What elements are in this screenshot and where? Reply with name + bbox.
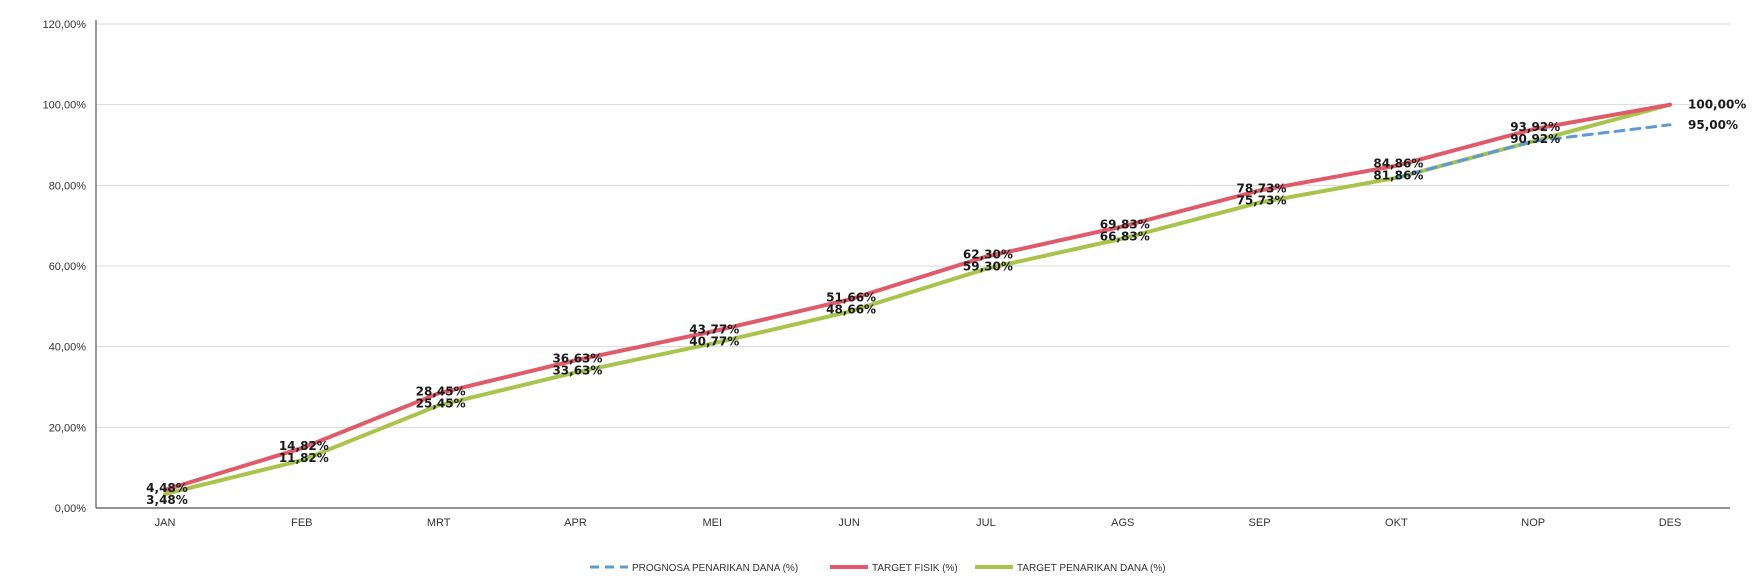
y-tick-label: 20,00% — [49, 422, 87, 434]
x-tick-label: MRT — [427, 517, 451, 529]
data-label-layer: 4,48% 14,82% 28,45% 36,63% 43,77% 51,66% 62,30… — [146, 98, 1746, 507]
legend-label-prognosa-penarikan-dana: PROGNOSA PENARIKAN DANA (%) — [632, 563, 798, 574]
x-tick-label: DES — [1659, 517, 1682, 529]
data-label-target-fisik: 36,63% — [552, 351, 602, 365]
series-layer — [163, 102, 1672, 496]
x-tick-label: JAN — [155, 517, 176, 529]
data-label-target-fisik: 28,45% — [416, 384, 466, 398]
y-tick-label: 120,00% — [43, 19, 87, 31]
series-line-prognosa-penarikan-dana — [1394, 123, 1672, 180]
data-label-target-penarikan-dana: 90,92% — [1510, 132, 1560, 146]
data-label-target-penarikan-dana: 59,30% — [963, 260, 1013, 274]
data-label-target-penarikan-dana: 33,63% — [552, 363, 602, 377]
y-tick-label: 60,00% — [49, 261, 87, 273]
x-tick-label: NOP — [1521, 517, 1545, 529]
x-tick-label: MEI — [702, 517, 722, 529]
y-tick-label: 0,00% — [55, 503, 86, 515]
x-tick-label: SEP — [1249, 517, 1271, 529]
data-label-target-penarikan-dana: 11,82% — [279, 451, 329, 465]
series-line-target-fisik — [163, 102, 1672, 492]
data-label-target-penarikan-dana: 40,77% — [689, 334, 739, 348]
legend: PROGNOSA PENARIKAN DANA (%) TARGET FISIK … — [590, 563, 1166, 574]
data-label-target-penarikan-dana: 81,86% — [1373, 169, 1423, 183]
data-label-target-penarikan-dana: 3,48% — [146, 493, 188, 507]
data-label-target-fisik: 93,92% — [1510, 120, 1560, 134]
x-tick-label: JUN — [838, 517, 859, 529]
legend-label-target-fisik: TARGET FISIK (%) — [872, 563, 958, 574]
x-tick-label: FEB — [291, 517, 312, 529]
x-tick-label: JUL — [976, 517, 996, 529]
data-label-target-penarikan-dana: 25,45% — [416, 396, 466, 410]
data-label-target-fisik: 69,83% — [1100, 217, 1150, 231]
y-tick-label: 40,00% — [49, 342, 87, 354]
x-tick-label: OKT — [1385, 517, 1408, 529]
data-label-target-fisik: 4,48% — [146, 481, 188, 495]
data-label-target-fisik: 84,86% — [1373, 157, 1423, 171]
data-label-target-penarikan-dana: 75,73% — [1237, 193, 1287, 207]
data-label-target-fisik: 14,82% — [279, 439, 329, 453]
grid-layer — [96, 23, 1730, 428]
axis-layer: 0,00% 20,00% 40,00% 60,00% 80,00% 100,00% 120,… — [43, 19, 1730, 529]
data-label-target-penarikan-dana: 66,83% — [1100, 229, 1150, 243]
legend-label-target-penarikan-dana: TARGET PENARIKAN DANA (%) — [1017, 563, 1166, 574]
data-label-target-fisik: 78,73% — [1237, 181, 1287, 195]
x-tick-label: APR — [564, 517, 587, 529]
data-label-target-fisik: 62,30% — [963, 248, 1013, 262]
data-label-target-fisik: 51,66% — [826, 291, 876, 305]
data-label-target-penarikan-dana: 48,66% — [826, 303, 876, 317]
data-label-prognosa-penarikan-dana: 95,00% — [1688, 118, 1738, 132]
data-label-target-fisik: 100,00% — [1688, 98, 1746, 112]
y-tick-label: 100,00% — [43, 100, 87, 112]
x-tick-label: AGS — [1111, 517, 1134, 529]
y-tick-label: 80,00% — [49, 180, 87, 192]
series-line-target-penarikan-dana — [163, 102, 1672, 496]
data-label-target-fisik: 43,77% — [689, 322, 739, 336]
